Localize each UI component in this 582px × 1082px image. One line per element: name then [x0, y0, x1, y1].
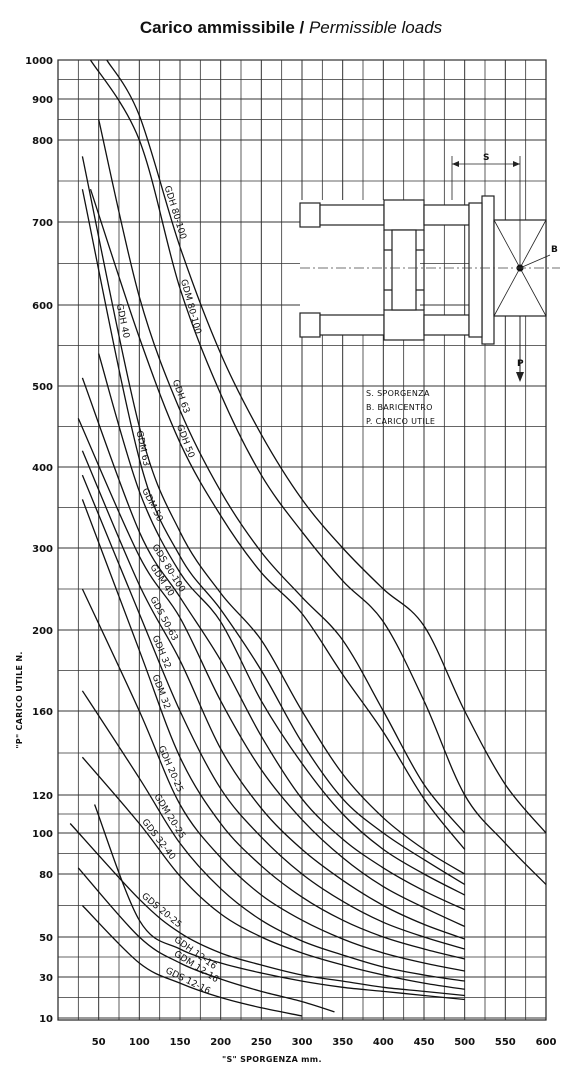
title-italic: Permissible loads	[304, 18, 443, 37]
x-tick-label: 50	[92, 1037, 106, 1048]
ticks: 50 100 150 200 250 300 350 400 450 500 550 600 10 30 5…	[25, 56, 556, 1048]
curve-gdm-50	[98, 353, 465, 896]
b-label: B	[551, 245, 558, 255]
lower-jaw	[299, 312, 321, 338]
y-tick-label: 50	[39, 933, 53, 944]
y-tick-label: 80	[39, 870, 53, 881]
legend-item-b: B. BARICENTRO	[366, 403, 433, 412]
y-tick-label: 200	[32, 626, 53, 637]
curve-gdm-80-100	[89, 59, 547, 885]
curve-gdm-63	[81, 189, 466, 886]
curve-gdh-40	[81, 156, 466, 875]
curves	[69, 59, 547, 1017]
curve-gdm-40	[77, 418, 465, 928]
curve-gdh-20-25	[81, 588, 465, 972]
y-tick-label: 300	[32, 544, 53, 555]
legend-item-p: P. CARICO UTILE	[366, 417, 435, 426]
curve-gds-12-16	[81, 905, 303, 1017]
curve-gdh-50	[89, 188, 466, 850]
x-tick-label: 500	[454, 1037, 475, 1048]
curve-gdm-12-16	[77, 867, 335, 1013]
curve-label: GDM 80-100	[178, 278, 203, 335]
curve-gdh-63	[98, 119, 466, 834]
y-tick-label: 10	[39, 1014, 53, 1025]
x-tick-label: 250	[251, 1037, 272, 1048]
y-tick-label: 900	[32, 95, 53, 106]
y-tick-label: 600	[32, 301, 53, 312]
x-tick-label: 600	[536, 1037, 557, 1048]
upper-jaw	[299, 202, 321, 228]
y-tick-label: 400	[32, 463, 53, 474]
mount-plate	[481, 195, 495, 345]
curve-gds-32-40	[81, 756, 465, 990]
y-tick-label: 500	[32, 382, 53, 393]
curve-label: GDH 63	[170, 379, 191, 415]
curve-label: GDH 50	[174, 423, 196, 459]
p-label: P	[517, 359, 524, 369]
s-label: S	[483, 153, 489, 163]
clamp-diagram: S B P S. SPORGENZA B. BARICENTRO P. CARI…	[299, 153, 560, 426]
x-tick-label: 550	[495, 1037, 516, 1048]
x-tick-label: 300	[292, 1037, 313, 1048]
legend-item-s: S. SPORGENZA	[366, 389, 430, 398]
x-axis-label: "S" SPORGENZA mm.	[222, 1055, 322, 1064]
x-tick-label: 450	[414, 1037, 435, 1048]
curve-gds-50-63	[81, 450, 465, 940]
x-tick-label: 400	[373, 1037, 394, 1048]
clamp-body	[383, 230, 425, 310]
chart-title: Carico ammissibile / Permissible loads	[0, 18, 582, 38]
curve-label: GDS 50-63	[147, 595, 179, 643]
x-tick-label: 150	[170, 1037, 191, 1048]
curve-gdh-32	[81, 474, 465, 950]
title-bold: Carico ammissibile /	[139, 18, 305, 37]
curve-label: GDS 20-25	[139, 892, 183, 931]
curve-gdh-12-16	[93, 804, 465, 1001]
y-tick-label: 700	[32, 218, 53, 229]
y-tick-label: 120	[32, 791, 53, 802]
y-axis-label: "P" CARICO UTILE N.	[15, 651, 24, 748]
y-tick-label: 160	[32, 707, 53, 718]
curve-gdh-80-100	[106, 59, 547, 834]
y-tick-label: 30	[39, 973, 53, 984]
curve-label: GDM 32	[150, 673, 172, 710]
x-tick-label: 100	[129, 1037, 150, 1048]
y-tick-label: 800	[32, 136, 53, 147]
curve-gds-20-25	[69, 823, 465, 997]
curve-gdm-20-25	[81, 690, 465, 982]
y-tick-label: 1000	[25, 56, 53, 67]
x-tick-label: 350	[332, 1037, 353, 1048]
curve-gdm-32	[81, 499, 465, 960]
curve-gds-80-100	[81, 377, 465, 911]
y-tick-label: 100	[32, 829, 53, 840]
x-tick-label: 200	[210, 1037, 231, 1048]
